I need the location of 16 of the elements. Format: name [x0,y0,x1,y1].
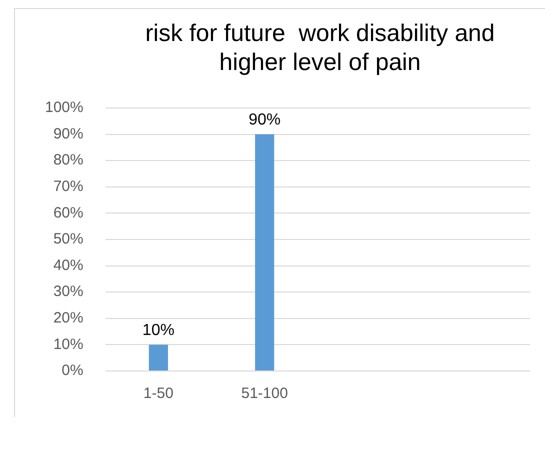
data-label: 90% [248,112,281,129]
y-tick-label: 0% [62,362,84,380]
y-tick-label: 30% [53,283,84,300]
y-tick-label: 20% [53,310,84,327]
data-label: 10% [142,322,174,340]
y-tick-label: 80% [53,152,84,169]
y-tick-label: 70% [53,178,84,196]
y-tick-label: 50% [53,230,84,248]
y-tick-label: 10% [53,336,84,353]
x-tick-label: 51-100 [241,385,288,402]
y-tick-label: 60% [53,204,84,222]
y-tick-label: 100% [44,99,84,116]
x-tick-label: 1-50 [143,385,174,402]
y-tick-label: 40% [53,256,84,274]
chart-title: risk for future work disability and higher level of pain [144,19,496,77]
y-tick-label: 90% [53,125,84,142]
